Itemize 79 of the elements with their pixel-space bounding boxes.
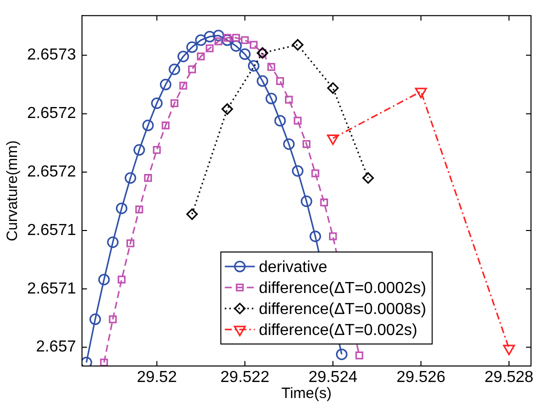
point (160, 78, 172, 90)
point (336, 348, 348, 360)
point (250, 40, 258, 49)
point (267, 63, 276, 71)
point (214, 37, 222, 46)
point (177, 50, 189, 62)
point (152, 146, 161, 154)
point (362, 172, 374, 184)
point (100, 358, 108, 366)
point (126, 239, 134, 248)
point (284, 96, 293, 104)
point (195, 34, 207, 46)
point (168, 64, 180, 76)
point (327, 82, 339, 94)
point (276, 77, 284, 85)
point (320, 198, 328, 206)
x-tick-label: 29.524 (308, 369, 358, 386)
x-tick-label: 29.528 (484, 369, 534, 386)
point (188, 65, 196, 74)
point (274, 114, 286, 126)
point (204, 30, 216, 42)
point (294, 116, 302, 125)
point (82, 356, 92, 366)
point (239, 48, 251, 60)
point (133, 144, 145, 156)
point (186, 41, 198, 53)
point (415, 88, 427, 98)
point (230, 40, 242, 52)
point (292, 39, 304, 51)
point (311, 169, 320, 178)
point (240, 36, 249, 44)
y-tick-label: 2.6571 (27, 222, 76, 239)
point (116, 202, 128, 214)
point (206, 44, 214, 52)
point (266, 92, 278, 104)
legend-label: difference(ΔT=0.0008s) (258, 300, 426, 318)
y-tick-label: 2.6573 (27, 46, 76, 64)
y-axis-title: Curvature(mm) (4, 140, 22, 242)
point (232, 34, 240, 42)
point (179, 82, 188, 90)
point (108, 315, 117, 324)
point (107, 236, 119, 248)
point (292, 165, 304, 177)
point (212, 30, 224, 42)
point (223, 34, 232, 42)
point (222, 34, 234, 46)
point (162, 121, 170, 130)
point (98, 274, 110, 286)
point (355, 352, 364, 360)
point (89, 314, 101, 326)
x-tick-label: 29.522 (220, 369, 270, 386)
point (283, 138, 295, 150)
point (151, 97, 163, 109)
point (256, 75, 268, 87)
point (170, 99, 178, 108)
y-tick-label: 2.6571 (27, 280, 76, 298)
point (310, 230, 322, 242)
point (248, 60, 260, 72)
legend-label: difference(ΔT=0.002s) (258, 322, 418, 339)
point (222, 103, 234, 115)
point (144, 174, 152, 182)
point (118, 276, 126, 284)
point (124, 172, 136, 184)
y-tick-label: 2.657 (36, 338, 76, 356)
x-tick-label: 29.52 (136, 369, 177, 386)
point (196, 52, 205, 60)
point (142, 120, 154, 132)
point (135, 206, 144, 214)
y-tick-label: 2.6572 (27, 105, 76, 122)
legend-label: derivative (258, 258, 328, 276)
point (328, 232, 337, 240)
legend-label: difference(ΔT=0.0002s) (258, 280, 426, 297)
x-axis-title: Time(s) (281, 385, 332, 402)
x-tick-label: 29.526 (396, 369, 446, 386)
point (186, 208, 198, 220)
y-tick-label: 2.6572 (27, 164, 76, 181)
point (300, 196, 312, 208)
point (302, 140, 310, 148)
point (326, 134, 339, 145)
